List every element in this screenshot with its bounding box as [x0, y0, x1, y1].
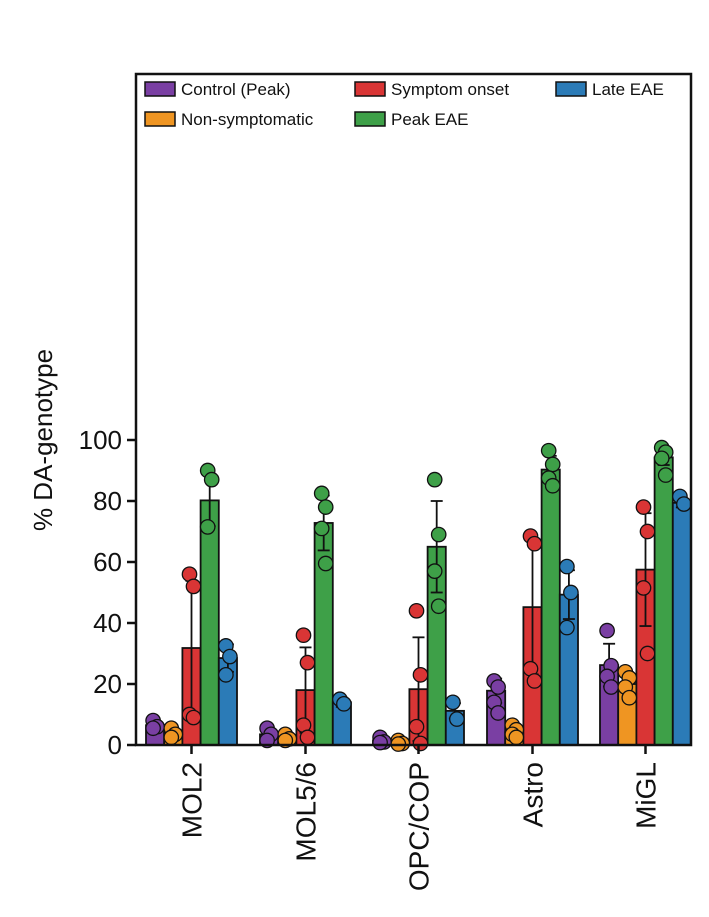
data-point [526, 535, 543, 552]
data-point [313, 485, 330, 502]
data-point [635, 499, 652, 515]
data-point [218, 666, 234, 683]
x-tick-label: MiGL [631, 762, 662, 829]
data-point [426, 471, 443, 488]
data-point [544, 477, 561, 494]
data-point [449, 711, 465, 727]
legend-label: Peak EAE [391, 110, 469, 129]
y-tick-label: 0 [108, 730, 122, 760]
x-tick-label: Astro [518, 762, 549, 827]
data-point [635, 580, 652, 596]
data-point [408, 602, 425, 619]
data-point [653, 450, 670, 467]
data-point [203, 471, 220, 488]
y-tick-label: 40 [93, 608, 122, 638]
data-point [372, 734, 388, 751]
data-point [163, 729, 180, 746]
data-point [621, 689, 638, 706]
data-point [676, 496, 692, 512]
legend-swatch [144, 111, 176, 127]
plot-frame [134, 72, 693, 747]
legend-label: Late EAE [592, 80, 664, 99]
data-point [563, 584, 579, 601]
data-point [145, 720, 161, 737]
data-point [430, 598, 447, 615]
data-point [412, 666, 429, 683]
data-point [299, 729, 316, 746]
data-point [412, 735, 429, 752]
legend-swatch [354, 81, 386, 97]
legend-swatch [555, 81, 587, 97]
data-point [317, 499, 334, 515]
data-point [639, 523, 656, 540]
data-point [657, 467, 674, 483]
data-point [559, 619, 575, 636]
bar [540, 468, 561, 746]
data-point [185, 709, 202, 726]
y-tick-label: 60 [93, 547, 122, 577]
data-point [317, 555, 334, 572]
data-point [313, 520, 330, 537]
data-point [603, 679, 619, 695]
data-point [299, 654, 316, 671]
legend-label: Symptom onset [391, 80, 509, 99]
x-tick-label: MOL5/6 [291, 762, 322, 862]
y-tick-label: 20 [93, 669, 122, 699]
data-point [426, 563, 443, 580]
bar [653, 456, 674, 746]
y-tick-label: 100 [79, 425, 122, 455]
data-point [540, 442, 557, 459]
data-point [490, 679, 506, 695]
data-point [336, 695, 352, 712]
legend-label: Control (Peak) [181, 80, 291, 99]
data-point [490, 705, 506, 721]
bar [199, 499, 220, 746]
data-point [599, 622, 615, 639]
data-point [526, 673, 543, 689]
data-point [544, 456, 561, 473]
data-point [222, 648, 238, 665]
data-point [199, 519, 216, 535]
y-tick-label: 80 [93, 486, 122, 516]
legend-swatch [354, 111, 386, 127]
data-point [508, 729, 525, 746]
data-point [295, 627, 312, 644]
data-point [559, 558, 575, 575]
data-point [408, 718, 425, 735]
plot-area: 0 20 40 60 80 100 MOL2 MOL5/6 OPC/COP Astro MiGL [79, 425, 692, 891]
data-point [639, 645, 656, 662]
data-point [185, 578, 202, 595]
bar [671, 501, 692, 746]
y-axis-title: % DA-genotype [28, 349, 58, 531]
data-point [445, 694, 461, 711]
legend-swatch [144, 81, 176, 97]
x-tick-label: MOL2 [177, 762, 208, 838]
legend: Control (Peak) Symptom onset Late EAE Non-s… [144, 80, 664, 129]
data-point [430, 526, 447, 543]
x-tick-label: OPC/COP [404, 762, 435, 891]
legend-label: Non-symptomatic [181, 110, 314, 129]
